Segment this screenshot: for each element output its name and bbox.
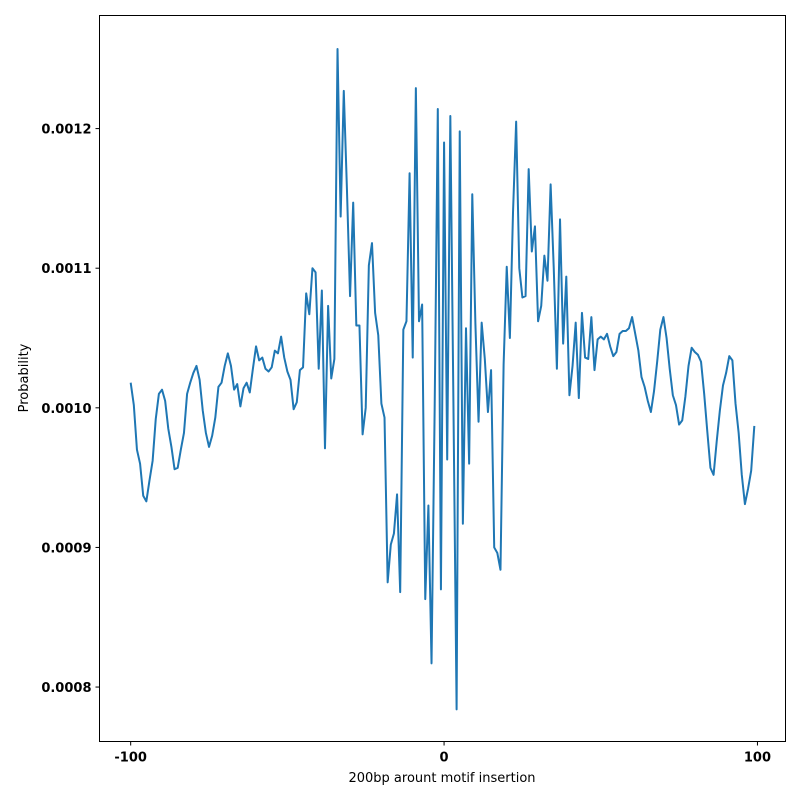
y-tick-label: 0.0012 [41, 123, 91, 138]
y-tick-label: 0.0009 [41, 541, 91, 556]
y-tick-label: 0.0008 [41, 681, 91, 696]
y-axis-label: Probability [17, 343, 32, 412]
data-line [129, 48, 756, 711]
x-tick-label: 100 [744, 751, 771, 766]
y-tick-label: 0.0011 [41, 262, 91, 277]
x-tick-label: 0 [440, 751, 449, 766]
x-axis-label: 200bp arount motif insertion [348, 771, 535, 786]
y-tick-label: 0.0010 [41, 402, 91, 417]
x-tick-label: -100 [114, 751, 147, 766]
axes-frame [99, 15, 786, 742]
